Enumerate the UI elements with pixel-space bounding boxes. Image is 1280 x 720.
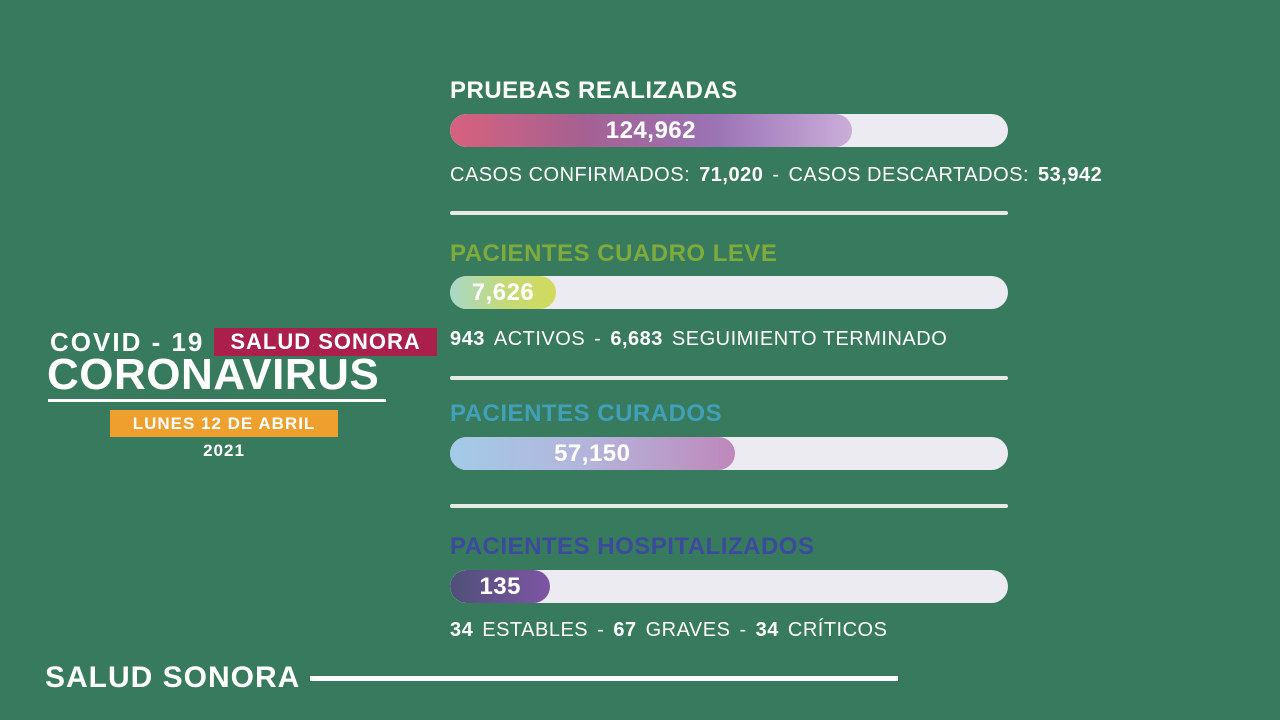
section-title-curados: PACIENTES CURADOS bbox=[450, 400, 723, 427]
cuadro-leve-bar: 7,626 bbox=[450, 276, 1008, 309]
date-badge: LUNES 12 DE ABRIL 2021 bbox=[110, 410, 338, 460]
section-title-hospitalizados: PACIENTES HOSPITALIZADOS bbox=[450, 533, 815, 560]
activos-value: 943 bbox=[450, 328, 485, 350]
estables-label: ESTABLES bbox=[482, 619, 589, 641]
dash: - bbox=[597, 619, 605, 641]
graves-value: 67 bbox=[613, 619, 637, 641]
hospitalizados-breakdown-row: 34 ESTABLES -67 GRAVES -34 CRÍTICOS bbox=[450, 619, 896, 642]
hospitalizados-bar-fill: 135 bbox=[450, 570, 551, 603]
pruebas-breakdown-row: CASOS CONFIRMADOS: 71,020- CASOS DESCARTAD… bbox=[450, 164, 1111, 187]
salud-sonora-badge: SALUD SONORA bbox=[214, 328, 437, 356]
dash: - bbox=[594, 328, 602, 350]
stats-column: PRUEBAS REALIZADAS 124,962 CASOS CONFIRM… bbox=[450, 78, 1110, 658]
curados-bar-fill: 57,150 bbox=[450, 437, 735, 470]
graves-label: GRAVES bbox=[645, 619, 731, 641]
footer-line bbox=[310, 676, 898, 681]
footer-brand: SALUD SONORA bbox=[45, 661, 301, 694]
criticos-value: 34 bbox=[755, 619, 779, 641]
activos-label: ACTIVOS bbox=[493, 328, 586, 350]
curados-bar: 57,150 bbox=[450, 437, 1008, 470]
confirmados-label: CASOS CONFIRMADOS: bbox=[450, 164, 691, 186]
section-divider bbox=[450, 211, 1008, 215]
criticos-label: CRÍTICOS bbox=[787, 619, 888, 641]
hospitalizados-bar: 135 bbox=[450, 570, 1008, 603]
confirmados-value: 71,020 bbox=[699, 164, 764, 186]
brand-header-row: COVID - 19 SALUD SONORA bbox=[50, 328, 437, 356]
covid19-label: COVID - 19 bbox=[50, 327, 205, 357]
hospitalizados-value: 135 bbox=[479, 572, 521, 600]
seguimiento-value: 6,683 bbox=[610, 328, 663, 350]
dash: - bbox=[772, 164, 780, 186]
title-underline bbox=[48, 399, 386, 402]
seguimiento-label: SEGUIMIENTO TERMINADO bbox=[671, 328, 948, 350]
cuadro-leve-breakdown-row: 943 ACTIVOS -6,683 SEGUIMIENTO TERMINADO bbox=[450, 328, 956, 351]
coronavirus-title: CORONAVIRUS bbox=[47, 350, 380, 399]
pruebas-realizadas-bar-fill: 124,962 bbox=[450, 114, 852, 147]
estables-value: 34 bbox=[450, 619, 474, 641]
dash: - bbox=[739, 619, 747, 641]
pruebas-realizadas-bar: 124,962 bbox=[450, 114, 1008, 147]
descartados-value: 53,942 bbox=[1038, 164, 1103, 186]
section-title-cuadro-leve: PACIENTES CUADRO LEVE bbox=[450, 240, 778, 267]
pruebas-realizadas-value: 124,962 bbox=[605, 116, 696, 144]
section-divider bbox=[450, 376, 1008, 380]
section-divider bbox=[450, 504, 1008, 508]
section-title-pruebas-realizadas: PRUEBAS REALIZADAS bbox=[450, 77, 738, 104]
descartados-label: CASOS DESCARTADOS: bbox=[788, 164, 1030, 186]
curados-value: 57,150 bbox=[554, 439, 631, 467]
cuadro-leve-value: 7,626 bbox=[471, 278, 535, 306]
cuadro-leve-bar-fill: 7,626 bbox=[450, 276, 557, 309]
